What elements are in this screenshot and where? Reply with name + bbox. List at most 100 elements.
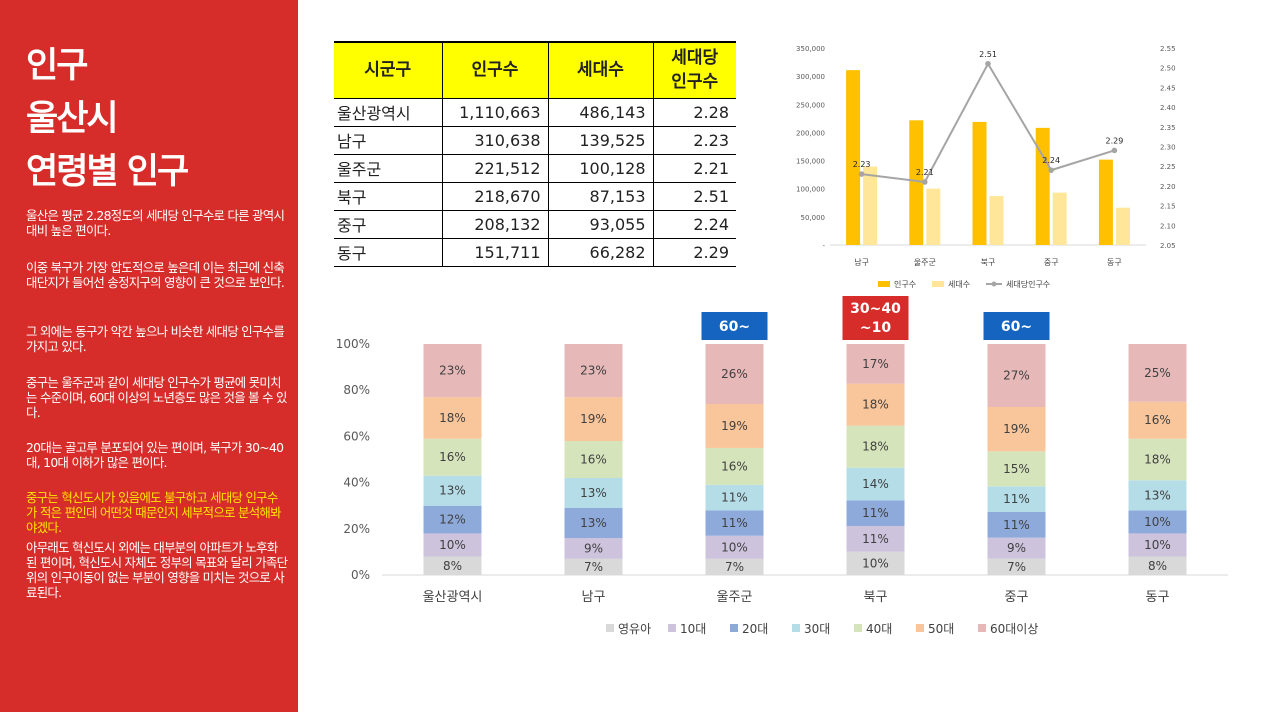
left-axis-tick: 350,000: [796, 45, 825, 53]
x-axis-label: 북구: [864, 590, 888, 605]
segment-data-label: 16%: [580, 453, 607, 467]
annotation-box: [983, 312, 1050, 340]
legend-label: 30대: [804, 622, 830, 636]
stack-segment: [423, 438, 482, 476]
segment-data-label: 8%: [443, 559, 462, 573]
line-point: [1111, 147, 1118, 154]
stack-segment: [564, 538, 623, 559]
segment-data-label: 18%: [862, 440, 889, 454]
stack-segment: [423, 475, 482, 506]
left-axis-tick: 150,000: [796, 158, 825, 166]
cell-district: 울주군: [334, 153, 443, 183]
line-per-household: [861, 61, 1115, 184]
stack-segment: [846, 467, 905, 501]
legend-swatch: [932, 281, 944, 287]
left-axis-tick: 50,000: [801, 214, 826, 222]
stack-segment: [846, 500, 905, 526]
legend-swatch: [730, 624, 738, 632]
annotation-text: 30~40: [850, 301, 901, 317]
table-row: 동구 151,711 66,282 2.29: [334, 237, 736, 267]
stack-segment: [423, 556, 482, 575]
legend-swatch: [878, 281, 890, 287]
segment-data-label: 11%: [721, 491, 748, 505]
left-axis-tick: 200,000: [796, 129, 825, 137]
paragraph-6-highlight: 중구는 혁신도시가 있음에도 불구하고 세대당 인구수가 적은 편인데 어떤것 …: [26, 490, 282, 535]
header-per-household: 세대당 인구수: [652, 41, 736, 99]
segment-data-label: 23%: [439, 364, 466, 378]
cell-households: 139,525: [547, 125, 654, 155]
right-axis-tick: 2.05: [1160, 242, 1176, 250]
cell-households: 486,143: [547, 97, 654, 127]
header-per-household-text: 세대당 인구수: [671, 48, 719, 93]
segment-data-label: 7%: [1007, 560, 1026, 574]
cell-district: 동구: [334, 237, 443, 267]
x-axis-label: 동구: [1107, 258, 1122, 267]
cell-per-household: 2.23: [652, 125, 736, 155]
stack-segment: [987, 344, 1046, 407]
legend-label: 세대수: [948, 280, 970, 289]
cell-population: 1,110,663: [441, 97, 549, 127]
stack-segment: [705, 558, 764, 575]
segment-data-label: 18%: [1144, 453, 1171, 467]
cell-households: 66,282: [547, 237, 654, 267]
bar-households: [926, 188, 941, 245]
segment-data-label: 13%: [1144, 488, 1171, 502]
segment-data-label: 23%: [580, 364, 607, 378]
bar-population: [909, 120, 924, 245]
y-axis-tick: 0%: [351, 568, 370, 582]
bar-population: [972, 121, 987, 245]
legend-swatch: [668, 624, 676, 632]
stack-segment: [1128, 438, 1187, 481]
cell-population: 208,132: [441, 209, 549, 239]
line-data-label: 2.29: [1105, 136, 1123, 145]
stack-segment: [987, 451, 1046, 487]
x-axis-label: 중구: [1044, 258, 1059, 267]
cell-district: 북구: [334, 181, 443, 211]
cell-per-household: 2.51: [652, 181, 736, 211]
header-population: 인구수: [441, 41, 549, 99]
x-axis-label: 동구: [1146, 590, 1170, 605]
y-axis-tick: 100%: [336, 337, 370, 351]
line-data-label: 2.21: [916, 168, 934, 177]
cell-district: 남구: [334, 125, 443, 155]
stack-segment: [846, 383, 905, 426]
legend-label: 10대: [680, 622, 706, 636]
left-axis-tick: -: [822, 242, 825, 250]
cell-population: 310,638: [441, 125, 549, 155]
population-table: 시군구 인구수 세대수 세대당 인구수 울산광역시 1,110,663 486,…: [334, 41, 736, 267]
right-axis-tick: 2.55: [1160, 45, 1176, 53]
segment-data-label: 13%: [580, 486, 607, 500]
segment-data-label: 18%: [439, 411, 466, 425]
stack-segment: [987, 486, 1046, 512]
paragraph-1: 울산은 평균 2.28정도의 세대당 인구수로 다른 광역시 대비 높은 편이다…: [26, 208, 285, 238]
segment-data-label: 15%: [1003, 462, 1030, 476]
stack-segment: [705, 484, 764, 511]
title-line-3: 연령별 인구: [26, 152, 189, 192]
stack-segment: [987, 558, 1046, 575]
legend-label: 20대: [742, 622, 768, 636]
segment-data-label: 19%: [1003, 422, 1030, 436]
legend-swatch: [606, 624, 614, 632]
stack-segment: [423, 505, 482, 534]
stack-segment: [564, 508, 623, 539]
y-axis-tick: 80%: [343, 383, 370, 397]
stack-segment: [1128, 480, 1187, 511]
population-household-combo-chart: - 50,000 100,000 150,000 200,000 250,000 300,0…: [796, 45, 1176, 289]
table-row: 울주군 221,512 100,128 2.21: [334, 153, 736, 183]
stack-segment: [564, 558, 623, 575]
segment-data-label: 13%: [580, 516, 607, 530]
legend-marker: [991, 281, 997, 287]
annotation-text: ~10: [860, 320, 891, 336]
cell-district: 울산광역시: [334, 97, 443, 127]
segment-data-label: 7%: [584, 560, 603, 574]
cell-households: 87,153: [547, 181, 654, 211]
stack-segment: [564, 441, 623, 478]
stack-segment: [564, 477, 623, 509]
legend-swatch: [916, 624, 924, 632]
segment-data-label: 10%: [862, 556, 889, 570]
right-axis-tick: 2.30: [1160, 144, 1176, 152]
table-row: 울산광역시 1,110,663 486,143 2.28: [334, 97, 736, 127]
stack-segment: [846, 425, 905, 468]
stack-segment: [846, 344, 905, 384]
legend-swatch: [792, 624, 800, 632]
